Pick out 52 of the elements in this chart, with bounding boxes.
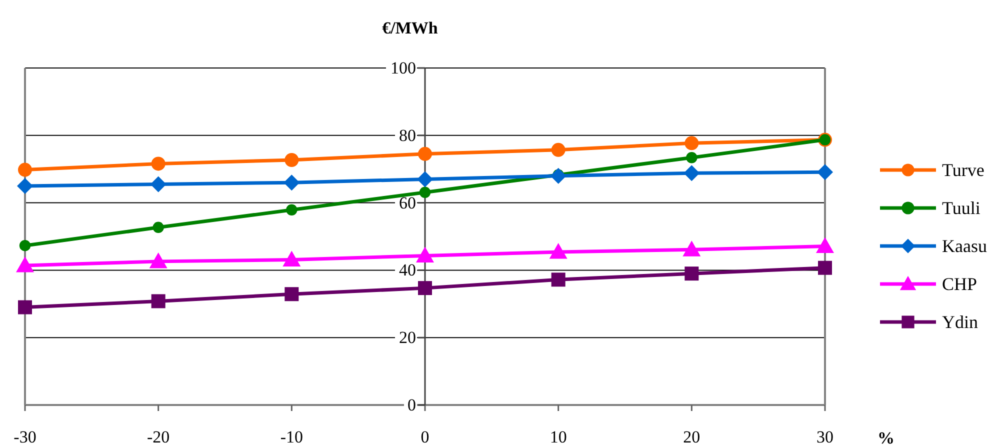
point xyxy=(418,281,432,296)
point xyxy=(18,162,32,177)
point xyxy=(151,294,166,308)
legend-label: Ydin xyxy=(942,312,978,332)
legend-label: Kaasu xyxy=(942,236,987,256)
point xyxy=(417,171,433,188)
point xyxy=(151,156,166,171)
point xyxy=(152,222,164,233)
point xyxy=(551,272,566,287)
point xyxy=(684,136,699,150)
y-tick-label: 40 xyxy=(399,260,416,280)
x-tick-label: 10 xyxy=(550,428,567,446)
x-tick-label: -20 xyxy=(146,428,170,446)
point xyxy=(284,174,300,191)
point xyxy=(416,246,434,262)
x-tick-label: 0 xyxy=(420,428,430,446)
x-tick-label: -30 xyxy=(14,428,36,446)
point xyxy=(817,164,833,180)
x-axis-title: % xyxy=(878,428,894,447)
point xyxy=(684,165,700,182)
point xyxy=(286,204,298,216)
y-tick-label: 20 xyxy=(399,328,416,348)
point xyxy=(686,152,698,164)
y-tick-label: 0 xyxy=(408,396,416,414)
point xyxy=(19,240,31,252)
point xyxy=(17,178,33,194)
point xyxy=(150,176,166,192)
point xyxy=(816,237,834,254)
point xyxy=(551,142,566,157)
y-axis-title: €/MWh xyxy=(382,18,438,38)
point xyxy=(549,243,568,259)
point xyxy=(282,250,301,267)
x-tick-label: 30 xyxy=(816,428,834,446)
point xyxy=(284,287,299,302)
point xyxy=(18,300,32,314)
point xyxy=(418,146,432,161)
point xyxy=(16,256,34,272)
legend-label: Tuuli xyxy=(942,198,980,218)
point xyxy=(284,153,299,167)
point xyxy=(818,260,832,275)
point xyxy=(149,252,168,268)
legend-label: CHP xyxy=(942,274,978,294)
y-tick-label: 60 xyxy=(399,193,416,212)
point xyxy=(684,266,699,281)
point xyxy=(419,186,431,198)
legend-label: Turve xyxy=(942,160,984,180)
x-tick-label: 20 xyxy=(683,428,700,446)
y-tick-label: 80 xyxy=(399,126,416,145)
point xyxy=(550,168,566,184)
x-tick-label: -10 xyxy=(280,428,304,446)
y-tick-label: 100 xyxy=(390,58,416,78)
point xyxy=(682,240,701,256)
